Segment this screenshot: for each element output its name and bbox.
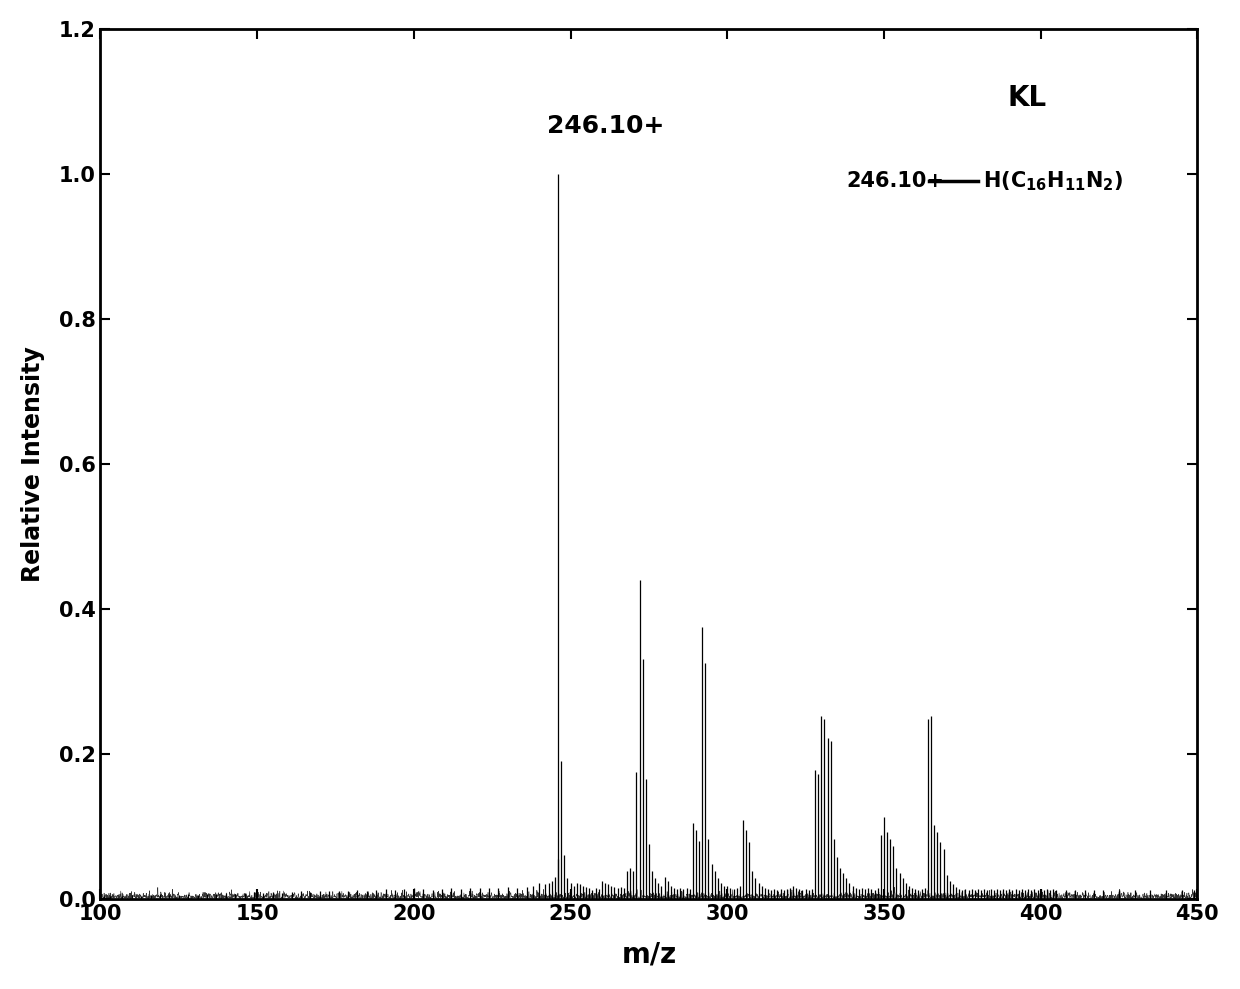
Text: 246.10+: 246.10+: [547, 114, 665, 137]
X-axis label: m/z: m/z: [621, 941, 677, 968]
Text: $\mathbf{H(C_{16}H_{11}N_{2})}$: $\mathbf{H(C_{16}H_{11}N_{2})}$: [983, 169, 1123, 193]
Text: 246.10+: 246.10+: [847, 171, 945, 191]
Y-axis label: Relative Intensity: Relative Intensity: [21, 346, 45, 582]
Text: KL: KL: [1008, 84, 1047, 113]
